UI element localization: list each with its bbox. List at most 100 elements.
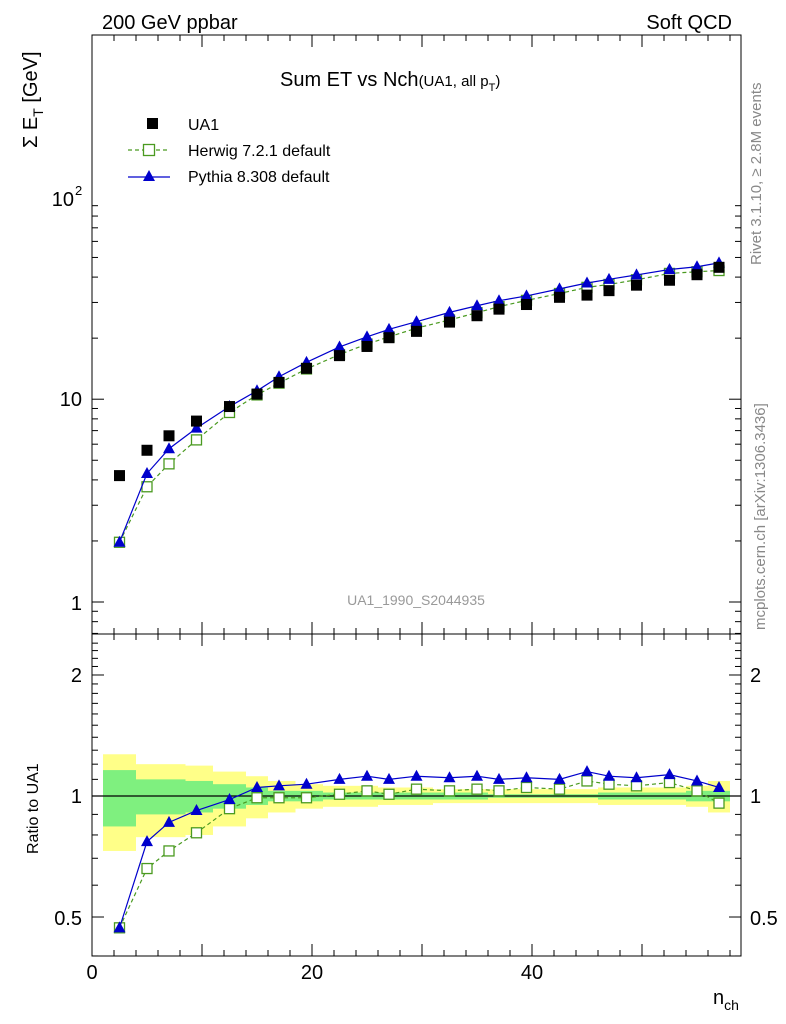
ratio-tick-label-left-1: 1 — [71, 786, 82, 808]
pythia-ratio-point — [190, 804, 203, 816]
pythia-main-point — [581, 276, 593, 288]
pythia-main-point — [383, 322, 395, 334]
band-inner-bin — [136, 779, 158, 815]
ua1-main-point — [334, 350, 345, 362]
ua1-main-point — [251, 388, 263, 400]
pythia-ratio-point — [333, 772, 346, 784]
herwig-ratio-point — [553, 783, 566, 795]
herwig-main-point — [190, 434, 203, 446]
x-tick-label-40: 40 — [521, 962, 543, 984]
x-tick-label-0: 0 — [86, 962, 97, 984]
ratio-axis-label: Ratio to UA1 — [25, 763, 42, 854]
pythia-ratio-point — [141, 835, 153, 847]
legend: UA1 Herwig 7.2.1 default Pythia 8.308 de… — [128, 117, 331, 186]
herwig-ratio-point — [630, 780, 643, 792]
herwig-ratio-point — [251, 792, 263, 804]
pythia-main-point — [410, 315, 423, 327]
ua1-main-point — [554, 291, 565, 303]
pythia-main-point — [691, 260, 703, 272]
x-tick-label-20: 20 — [301, 962, 323, 984]
herwig-ratio-point — [190, 827, 203, 839]
pythia-ratio-point — [163, 815, 175, 827]
y-tick-label-10: 10 — [60, 389, 82, 411]
herwig-ratio-point — [333, 788, 346, 800]
pythia-main-point — [141, 467, 153, 479]
herwig-ratio-point — [581, 775, 593, 787]
pythia-ratio-point — [713, 780, 725, 792]
pythia-ratio-point — [603, 769, 615, 781]
herwig-main-point — [163, 458, 175, 470]
herwig-ratio-point — [410, 783, 423, 795]
herwig-ratio-point — [163, 845, 175, 857]
ua1-main-point — [163, 430, 175, 442]
ua1-main-point — [383, 332, 395, 344]
herwig-ratio-point — [520, 781, 533, 794]
pythia-main-point — [520, 289, 533, 301]
ua1-main-point — [471, 310, 483, 322]
pythia-main-point — [113, 535, 126, 547]
pythia-ratio-point — [251, 780, 263, 792]
main-plot-content — [113, 256, 725, 548]
pythia-main-point — [361, 330, 373, 342]
herwig-ratio-point — [141, 862, 153, 875]
pythia-ratio-point — [443, 771, 456, 783]
y-axis-label: Σ ET [GeV] — [20, 51, 46, 148]
ua1-main-point — [581, 289, 593, 301]
pythia-main-point — [333, 340, 346, 352]
pythia-ratio-point — [273, 779, 285, 791]
ratio-uncertainty-bands — [92, 754, 741, 851]
legend-marker-ua1 — [147, 118, 158, 129]
ua1-main-point — [664, 274, 675, 286]
herwig-ratio-point — [691, 785, 703, 797]
pythia-ratio-point — [663, 768, 676, 780]
herwig-main-line — [118, 269, 720, 543]
herwig-ratio-point — [361, 785, 373, 797]
pythia-main-point — [443, 305, 456, 317]
y-tick-label-1: 1 — [71, 593, 82, 615]
pythia-main-line — [118, 262, 720, 543]
pythia-main-point — [190, 421, 203, 433]
ua1-main-point — [191, 415, 202, 427]
ua1-main-point — [691, 269, 703, 281]
pythia-ratio-point — [361, 769, 373, 781]
herwig-ratio-point — [273, 792, 285, 804]
header-right-label: Soft QCD — [646, 12, 732, 34]
pythia-ratio-point — [410, 769, 423, 781]
legend-marker-pythia — [143, 170, 155, 181]
y-tick-label-100-exponent: 2 — [75, 183, 82, 198]
analysis-id-label: UA1_1990_S2044935 — [347, 592, 485, 608]
rivet-version-label: Rivet 3.1.10, ≥ 2.8M events — [748, 83, 765, 266]
ratio-plot-frame — [91, 633, 742, 957]
ua1-main-point — [301, 362, 312, 374]
band-inner-bin — [158, 779, 186, 815]
ua1-main-point — [361, 340, 373, 352]
herwig-ratio-point — [383, 788, 395, 800]
ua1-main-point — [444, 316, 455, 328]
pythia-ratio-point — [223, 793, 236, 805]
herwig-ratio-point — [713, 797, 725, 809]
pythia-ratio-point — [493, 772, 505, 784]
x-axis-label: nch — [713, 987, 739, 1013]
ratio-plot-content — [113, 765, 725, 934]
ua1-main-point — [493, 303, 505, 315]
ratio-tick-label-left-0.5: 0.5 — [54, 908, 82, 930]
pythia-main-point — [553, 282, 566, 294]
ua1-main-point — [273, 376, 285, 388]
ratio-tick-label-right-1: 1 — [750, 786, 761, 808]
pythia-main-point — [603, 272, 615, 284]
herwig-ratio-point — [493, 785, 505, 797]
pythia-main-point — [493, 294, 505, 306]
axis-ticks — [91, 35, 741, 957]
band-inner-bin — [103, 770, 136, 827]
ratio-tick-label-right-2: 2 — [750, 665, 761, 687]
ua1-main-point — [411, 325, 422, 337]
header-left-label: 200 GeV ppbar — [102, 12, 238, 34]
herwig-ratio-point — [471, 783, 483, 795]
pythia-ratio-point — [471, 769, 483, 781]
band-inner-bin — [185, 780, 213, 813]
pythia-ratio-point — [520, 771, 533, 783]
plot-title: Sum ET vs Nch(UA1, all pT) — [280, 69, 500, 94]
pythia-ratio-point — [553, 772, 566, 784]
ua1-main-point — [224, 401, 235, 413]
